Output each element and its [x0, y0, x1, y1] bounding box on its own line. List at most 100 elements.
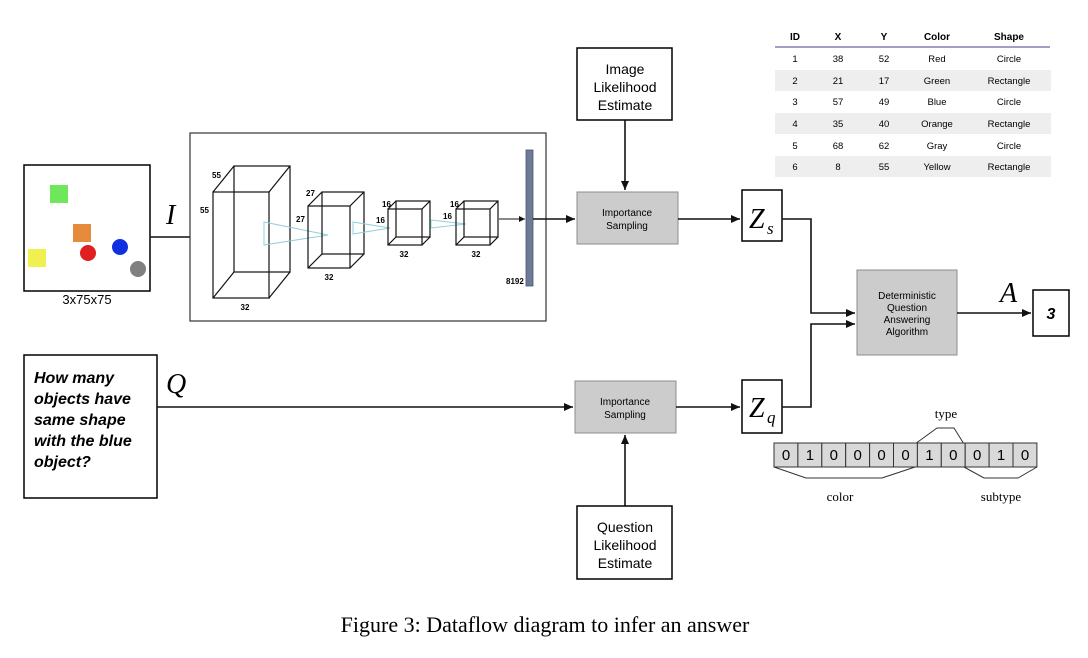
bit-value: 0: [854, 447, 862, 464]
table-cell: Rectangle: [988, 76, 1031, 87]
table-cell: Green: [924, 76, 950, 87]
bit-cell: 1: [916, 442, 942, 468]
importance-sampling-top: Importance Sampling: [576, 191, 679, 245]
fc-size-label: 8192: [506, 277, 524, 286]
answer-value: 3: [1047, 306, 1056, 323]
table-cell: 6: [792, 162, 797, 173]
bit-value: 1: [925, 447, 933, 464]
bit-cell: 0: [1012, 442, 1038, 468]
layer4-width-label: 16: [443, 212, 452, 221]
table-cell: 49: [879, 97, 890, 108]
bit-cell: 0: [893, 442, 918, 468]
table-row-stripe: [775, 113, 1051, 134]
question-line-3: same shape: [34, 412, 126, 429]
answer-box: 3: [1032, 289, 1070, 337]
type-label: type: [935, 406, 958, 421]
attribute-table: ID X Y Color Shape 1 38 52 Red Circle 2 …: [775, 32, 1051, 177]
table-cell: 68: [833, 141, 844, 152]
table-header-shape: Shape: [994, 32, 1024, 43]
input-size-label: 3x75x75: [62, 292, 111, 307]
color-label: color: [827, 489, 854, 504]
zs-box: Z s: [741, 189, 783, 242]
table-row-stripe: [775, 70, 1051, 91]
symbol-i: I: [165, 200, 177, 231]
question-line-1: How many: [34, 370, 115, 387]
table-cell: 5: [792, 141, 797, 152]
table-cell: 3: [792, 97, 797, 108]
layer2-width-label: 27: [296, 215, 305, 224]
conv-projection-2: [352, 221, 391, 235]
bit-value: 0: [782, 447, 790, 464]
bit-cell: 0: [964, 442, 990, 468]
symbol-a: A: [998, 278, 1018, 309]
question-line-4: with the blue: [34, 433, 132, 450]
cnn-layer-1: 55 55 32: [200, 165, 291, 312]
table-cell: Yellow: [923, 162, 950, 173]
table-header-color: Color: [924, 32, 950, 43]
question-line-5: object?: [34, 454, 91, 471]
table-cell: 40: [879, 119, 890, 130]
image-likelihood-line-2: Likelihood: [593, 79, 656, 95]
figure-caption: Figure 3: Dataflow diagram to infer an a…: [341, 612, 750, 637]
red-circle: [80, 245, 96, 261]
bit-cell: 0: [940, 442, 966, 468]
bit-value: 1: [997, 447, 1005, 464]
layer1-depth-label: 32: [241, 303, 250, 312]
question-likelihood-line-1: Question: [597, 519, 653, 535]
table-cell: 57: [833, 97, 844, 108]
fc-layer-bar: [525, 149, 534, 287]
table-row: 2 21 17 Green Rectangle: [792, 76, 1030, 87]
bit-cell: 0: [869, 442, 894, 468]
cnn-frame: [189, 132, 547, 322]
table-cell: 8: [835, 162, 840, 173]
importance-sampling-bottom: Importance Sampling: [574, 380, 677, 434]
question-likelihood-line-3: Estimate: [598, 555, 653, 571]
bit-value: 1: [806, 447, 814, 464]
bit-value: 0: [901, 447, 909, 464]
table-cell: Blue: [927, 97, 946, 108]
algorithm-line-3: Answering: [884, 315, 931, 326]
table-cell: Circle: [997, 54, 1021, 65]
cnn-block: 55 55 32 27 27 32 16 16: [189, 132, 547, 322]
bit-value: 0: [877, 447, 885, 464]
gray-circle: [130, 261, 146, 277]
algorithm-line-1: Deterministic: [878, 291, 936, 302]
table-header-row: ID X Y Color Shape: [790, 32, 1024, 43]
table-cell: 4: [792, 119, 797, 130]
color-brace: [773, 466, 916, 479]
importance-top-line-2: Sampling: [606, 221, 648, 232]
table-cell: Circle: [997, 97, 1021, 108]
table-cell: 55: [879, 162, 890, 173]
layer4-depth-label: 32: [472, 250, 481, 259]
layer1-width-label: 55: [200, 206, 209, 215]
importance-bottom-line-2: Sampling: [604, 410, 646, 421]
layer3-width-label: 16: [376, 216, 385, 225]
table-cell: Orange: [921, 119, 953, 130]
bit-cell-box: [1012, 442, 1038, 468]
zq-subscript: q: [767, 408, 776, 427]
zs-subscript: s: [767, 219, 774, 238]
table-header-y: Y: [881, 32, 888, 43]
subtype-brace: [963, 466, 1038, 479]
zq-box: Z q: [741, 379, 783, 434]
layer2-height-label: 27: [306, 189, 315, 198]
table-cell: Rectangle: [988, 119, 1031, 130]
layer4-height-label: 16: [450, 200, 459, 209]
importance-bottom-line-1: Importance: [600, 397, 650, 408]
symbol-q: Q: [166, 369, 186, 400]
bit-cell: 1: [988, 442, 1014, 468]
table-row-stripe: [775, 156, 1051, 177]
table-cell: 52: [879, 54, 890, 65]
table-row: 5 68 62 Gray Circle: [792, 141, 1021, 152]
conv-projection-1: [263, 221, 329, 246]
blue-circle: [112, 239, 128, 255]
arrow-zq-to-algorithm: [782, 320, 855, 408]
table-row: 3 57 49 Blue Circle: [792, 97, 1021, 108]
image-likelihood-line-1: Image: [606, 61, 645, 77]
image-likelihood-line-3: Estimate: [598, 97, 653, 113]
conv-projection-3: [430, 219, 467, 229]
table-cell: 35: [833, 119, 844, 130]
algorithm-line-2: Question: [887, 303, 927, 314]
